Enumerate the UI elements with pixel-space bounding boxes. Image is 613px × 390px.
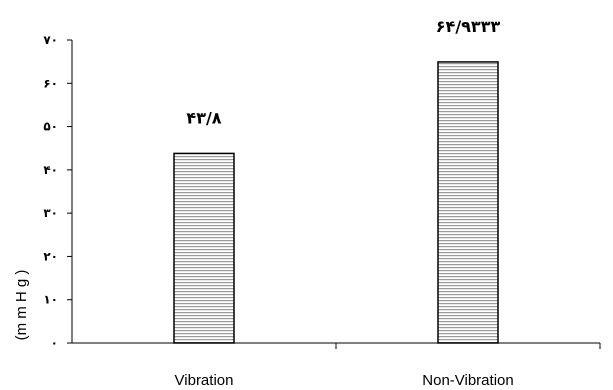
y-axis-title: (m m H g ) [13, 270, 30, 341]
bar [173, 152, 235, 344]
y-tick-label: ١٠ [43, 293, 58, 307]
bar [437, 61, 499, 344]
category-label: Non-Vibration [422, 372, 513, 389]
y-tick-label: ٢٠ [43, 249, 58, 263]
y-tick-label: ٠ [51, 336, 58, 350]
y-tick-label: ٧٠ [43, 33, 58, 47]
x-axis: Vibration Non-Vibration [72, 342, 601, 389]
y-tick-label: ٣٠ [43, 206, 58, 220]
bars [173, 61, 499, 344]
bar-value-label: ۴۳/۸ [186, 108, 221, 127]
y-tick-label: ۴٠ [43, 163, 58, 177]
data-labels: ۴۳/۸ ۶۴/۹۳۳۳ [186, 17, 500, 127]
bar-value-label: ۶۴/۹۳۳۳ [436, 17, 501, 36]
category-label: Vibration [175, 372, 234, 389]
y-axis: ٠ ١٠ ٢٠ ٣٠ ۴٠ ۵٠ ۶٠ ٧٠ [43, 33, 73, 350]
y-tick-label: ۵٠ [43, 120, 58, 134]
y-tick-label: ۶٠ [43, 76, 58, 90]
